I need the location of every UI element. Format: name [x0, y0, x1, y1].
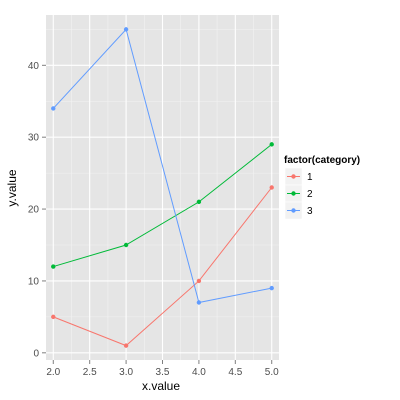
x-tick-label: 4.0 [192, 367, 206, 378]
series-line [53, 187, 273, 347]
data-point [51, 106, 56, 111]
x-axis-title: x.value [142, 379, 180, 393]
x-tick-label: 5.0 [265, 367, 279, 378]
x-axis: 2.0 2.5 3.0 3.5 4.0 4.5 5.0 [46, 360, 279, 378]
data-point [196, 300, 202, 305]
x-tick-label: 2.0 [46, 367, 60, 378]
y-tick-label: 30 [28, 133, 40, 144]
data-point [123, 242, 129, 248]
legend-label: 2 [307, 189, 313, 200]
series-2 [51, 142, 274, 269]
x-tick-label: 3.0 [119, 367, 133, 378]
x-tick-label: 2.5 [83, 367, 97, 378]
data-point [269, 285, 274, 291]
legend-key-point [291, 208, 296, 213]
y-tick-label: 10 [28, 276, 40, 287]
legend: factor(category) 1 2 3 [284, 155, 360, 220]
data-point [196, 199, 202, 205]
legend-item-3: 3 [284, 201, 313, 220]
data-point [123, 343, 129, 348]
y-axis-title: y.value [5, 169, 19, 206]
data-point [269, 185, 274, 190]
data-point [196, 278, 202, 284]
series-1 [51, 185, 274, 348]
series-layer [51, 27, 274, 348]
series-line [52, 28, 272, 304]
y-tick-label: 0 [33, 348, 39, 359]
x-tick-label: 3.5 [156, 367, 170, 378]
series-line [53, 143, 273, 268]
major-gridlines [46, 15, 279, 360]
legend-items: 1 2 3 [284, 167, 313, 220]
y-axis: 0 10 20 30 40 [28, 61, 46, 359]
legend-item-1: 1 [284, 167, 313, 186]
legend-item-2: 2 [284, 184, 313, 203]
y-tick-label: 40 [28, 61, 40, 72]
legend-key-point [291, 174, 296, 179]
legend-title: factor(category) [284, 155, 360, 166]
data-point [51, 264, 56, 269]
legend-label: 3 [307, 206, 313, 217]
y-tick-label: 20 [28, 205, 40, 216]
data-point [123, 27, 129, 32]
data-point [269, 142, 274, 147]
x-tick-label: 4.5 [228, 367, 242, 378]
data-point [51, 314, 56, 320]
legend-key-point [291, 191, 296, 196]
series-3 [51, 27, 274, 305]
legend-label: 1 [307, 172, 313, 183]
